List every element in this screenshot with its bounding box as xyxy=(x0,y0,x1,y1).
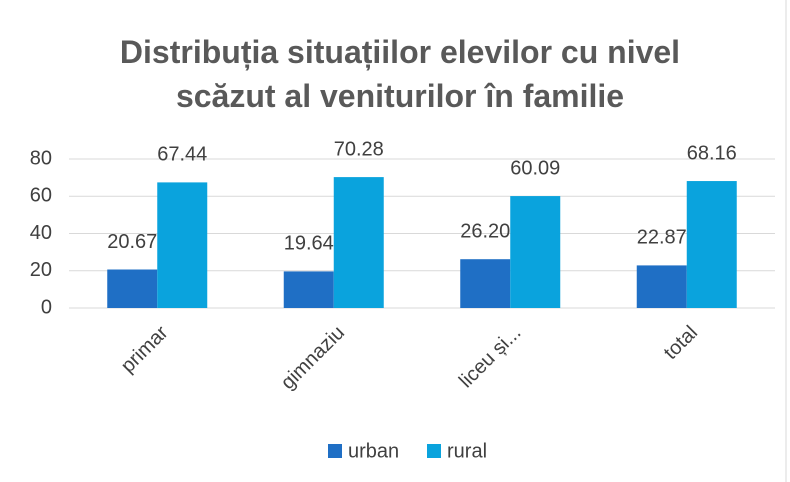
legend-label: rural xyxy=(447,440,487,462)
bar xyxy=(107,269,158,308)
y-tick-label: 20 xyxy=(30,259,52,281)
value-label: 22.87 xyxy=(637,227,687,249)
value-label: 68.16 xyxy=(687,142,737,164)
y-tick-label: 40 xyxy=(30,222,52,244)
legend-swatch xyxy=(328,444,342,458)
x-tick-label: liceu și... xyxy=(455,322,526,393)
value-label: 19.64 xyxy=(284,233,334,255)
y-tick-label: 60 xyxy=(30,185,52,207)
chart-title: Distribuția situațiilor elevilor cu nive… xyxy=(119,34,681,114)
bar xyxy=(333,177,384,308)
y-tick-label: 80 xyxy=(30,147,52,169)
x-tick-label: total xyxy=(660,322,702,364)
value-label: 67.44 xyxy=(157,144,207,166)
value-label: 70.28 xyxy=(334,138,384,160)
y-tick-label: 0 xyxy=(41,296,52,318)
bar xyxy=(510,196,561,308)
bar xyxy=(686,181,737,308)
x-tick-label: gimnaziu xyxy=(277,322,349,394)
legend-label: urban xyxy=(348,440,399,462)
bar xyxy=(460,259,511,308)
value-label: 26.20 xyxy=(460,220,510,242)
bar xyxy=(283,271,334,308)
value-label: 60.09 xyxy=(510,157,560,179)
value-label: 20.67 xyxy=(107,231,157,253)
bar xyxy=(636,265,687,308)
x-tick-label: primar xyxy=(117,321,173,377)
bar xyxy=(157,182,208,308)
legend-swatch xyxy=(427,444,441,458)
